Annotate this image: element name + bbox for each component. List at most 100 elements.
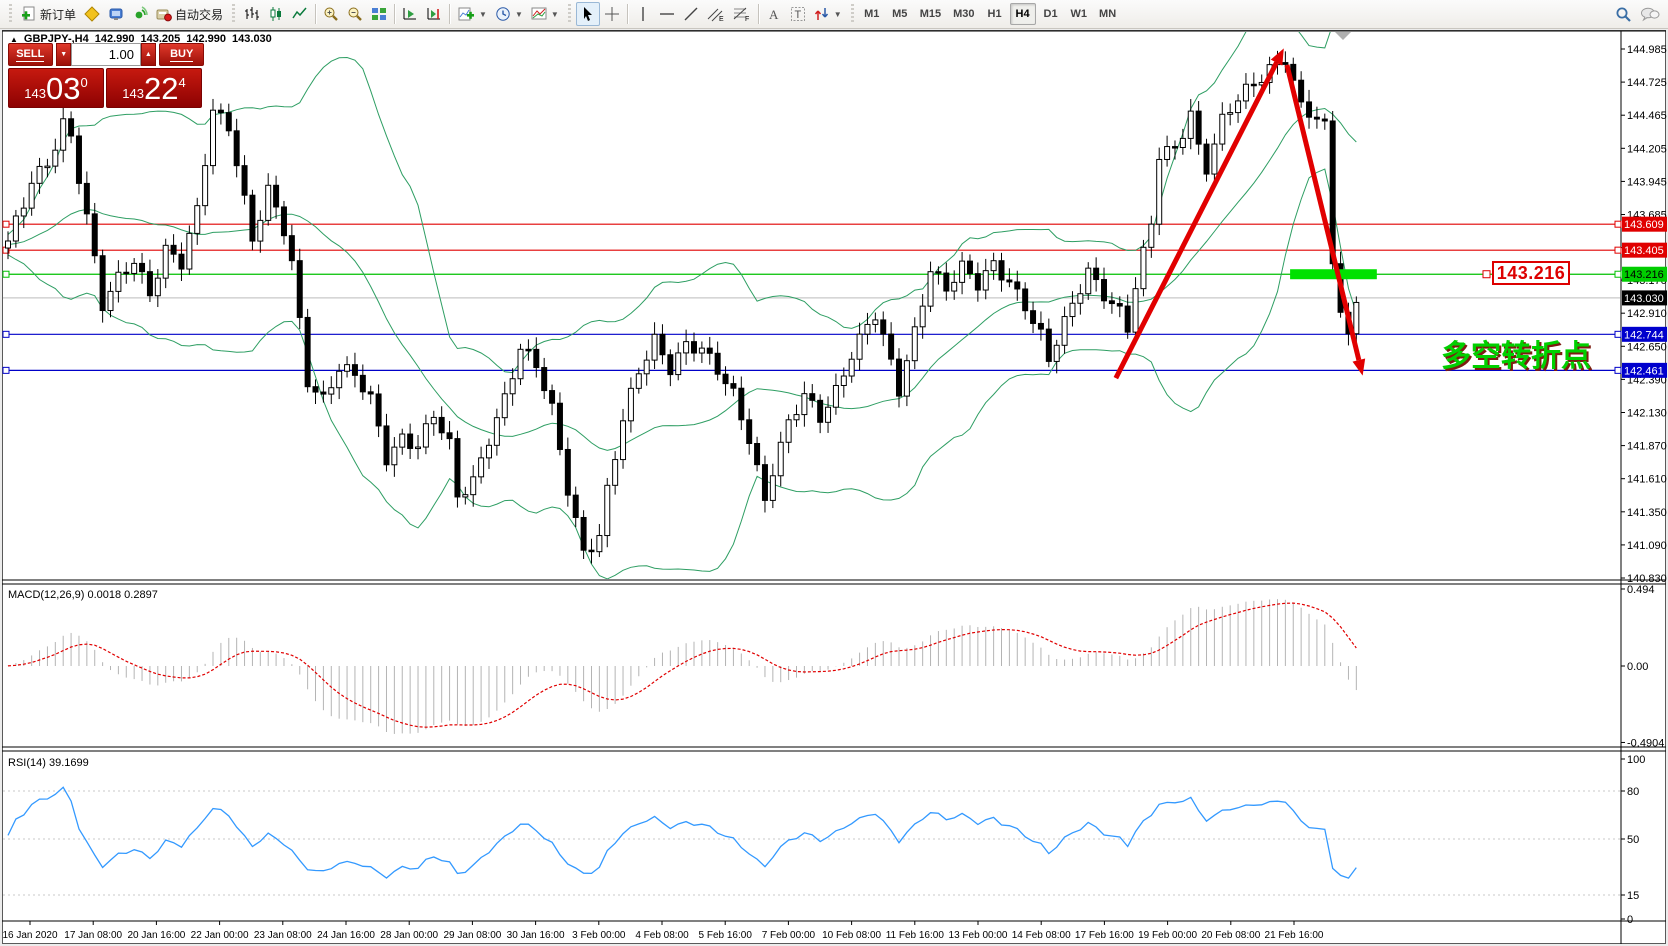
cursor-button[interactable] — [575, 2, 600, 26]
line-chart-button[interactable] — [288, 2, 312, 26]
svg-text:143.609: 143.609 — [1624, 219, 1664, 231]
svg-text:T: T — [794, 9, 801, 21]
macd-signal-line — [7, 602, 1357, 728]
price-axis-tick-label: 144.725 — [1627, 77, 1667, 89]
timeframe-H1[interactable]: H1 — [987, 8, 1002, 20]
timeframe-D1[interactable]: D1 — [1043, 8, 1058, 20]
price-axis-tick-label: 142.650 — [1627, 341, 1667, 353]
horizontal-line-button[interactable] — [655, 2, 679, 26]
volume-increase-button[interactable]: ▲ — [141, 43, 156, 66]
macd-axis-label: 0.00 — [1627, 661, 1648, 673]
bar-chart-button[interactable] — [240, 2, 264, 26]
timeframe-W1[interactable]: W1 — [1070, 8, 1088, 20]
toolbar-grip[interactable] — [848, 4, 856, 24]
volume-decrease-button[interactable]: ▼ — [56, 43, 71, 66]
terminal-button[interactable] — [104, 2, 128, 26]
horizontal-level-lines[interactable] — [2, 220, 1620, 374]
price-axis-tick-label: 141.350 — [1627, 507, 1667, 519]
auto-scroll-icon — [403, 8, 417, 20]
indicators-button[interactable]: ▼ — [453, 2, 491, 26]
toolbar-grip[interactable] — [7, 4, 14, 24]
time-axis-label: 28 Jan 00:00 — [380, 930, 438, 941]
new-order-button[interactable]: 新订单 — [17, 2, 80, 26]
timeframe-M15[interactable]: M15 — [919, 8, 942, 20]
timeframe-M5[interactable]: M5 — [892, 8, 908, 20]
time-axis-label: 23 Jan 08:00 — [254, 930, 312, 941]
rsi-axis-label: 100 — [1627, 754, 1645, 766]
equidistant-channel-button[interactable]: E — [703, 2, 729, 26]
chart-shift-marker[interactable] — [1335, 32, 1351, 40]
fibonacci-icon: F — [733, 7, 749, 22]
arrows-tool-button[interactable]: ▼ — [810, 2, 846, 26]
community-chat-button[interactable] — [1636, 2, 1664, 26]
time-axis-label: 17 Feb 16:00 — [1075, 930, 1134, 941]
text-label-icon: T — [790, 7, 805, 21]
line-chart-icon — [292, 7, 307, 19]
ohlc-low: 142.990 — [186, 33, 227, 45]
buy-price-display[interactable]: 143 22 4 — [106, 68, 202, 108]
chart-annotation-text[interactable]: 多空转折点 — [1441, 340, 1591, 373]
highlight-zone-bar[interactable] — [1290, 269, 1377, 280]
templates-button[interactable]: ▼ — [527, 2, 563, 26]
price-badge: 143.030 — [1622, 290, 1667, 306]
timeframe-M1[interactable]: M1 — [864, 8, 880, 20]
zoom-out-button[interactable] — [343, 2, 367, 26]
metaeditor-button[interactable] — [80, 2, 104, 26]
zoom-in-button[interactable] — [319, 2, 343, 26]
buy-button[interactable]: BUY — [159, 43, 204, 66]
vertical-line-icon — [642, 7, 644, 21]
new-order-icon — [22, 6, 35, 21]
line-anchor-handle — [2, 270, 10, 278]
auto-scroll-button[interactable] — [398, 2, 422, 26]
price-badge: 143.405 — [1614, 242, 1667, 258]
price-callout-label[interactable]: 143.216 — [1492, 261, 1570, 285]
macd-axis-label: 0.494 — [1627, 584, 1655, 596]
crosshair-button[interactable] — [600, 2, 624, 26]
dropdown-arrow-icon: ▼ — [514, 9, 523, 19]
toolbar-grip[interactable] — [230, 4, 238, 24]
candlestick-icon — [270, 7, 282, 21]
time-axis-label: 21 Feb 16:00 — [1265, 930, 1324, 941]
autotrading-button[interactable]: 自动交易 — [152, 2, 227, 26]
fibonacci-button[interactable]: F — [729, 2, 755, 26]
periods-button[interactable]: ▼ — [491, 2, 527, 26]
trendline-icon — [684, 7, 698, 21]
price-badge: 143.216 — [1614, 266, 1667, 282]
zoom-out-icon — [348, 7, 362, 21]
tile-windows-button[interactable] — [367, 2, 391, 26]
buy-price-sup: 4 — [178, 75, 186, 90]
bar-chart-icon — [245, 7, 260, 20]
timeframe-M30[interactable]: M30 — [953, 8, 975, 20]
autotrading-icon — [156, 9, 172, 22]
chart-window[interactable] — [2, 30, 1666, 944]
equidistant-channel-icon: E — [707, 8, 724, 22]
text-label-button[interactable]: T — [786, 2, 810, 26]
callout-anchor-handle[interactable] — [1482, 270, 1491, 279]
toolbar-grip[interactable] — [565, 4, 573, 24]
terminal-icon — [109, 8, 123, 20]
trend-arrows[interactable] — [1113, 48, 1366, 380]
sell-button[interactable]: SELL — [8, 43, 53, 66]
dropdown-arrow-icon: ▼ — [833, 9, 842, 19]
sell-price-display[interactable]: 143 03 0 — [8, 68, 104, 108]
timeframe-H4[interactable]: H4 — [1009, 3, 1036, 25]
new-order-label: 新订单 — [40, 7, 77, 22]
crosshair-icon — [604, 7, 619, 21]
price-axis-tick-label: 141.090 — [1627, 540, 1667, 552]
text-button[interactable]: A — [762, 2, 786, 26]
line-anchor-handle — [2, 330, 10, 338]
timeframe-MN[interactable]: MN — [1099, 8, 1117, 20]
trendline-button[interactable] — [679, 2, 703, 26]
ohlc-open: 142.990 — [94, 33, 135, 45]
svg-text:E: E — [719, 16, 724, 22]
bollinger-lower-band — [7, 168, 1357, 579]
volume-input[interactable]: 1.00 — [70, 43, 142, 66]
time-axis-label: 24 Jan 16:00 — [317, 930, 375, 941]
chart-shift-button[interactable] — [422, 2, 446, 26]
navigator-button[interactable] — [128, 2, 152, 26]
vertical-line-button[interactable] — [631, 2, 655, 26]
search-button[interactable] — [1611, 2, 1636, 26]
collapse-panel-icon[interactable]: ▲ — [10, 34, 18, 44]
candlestick-button[interactable] — [264, 2, 288, 26]
